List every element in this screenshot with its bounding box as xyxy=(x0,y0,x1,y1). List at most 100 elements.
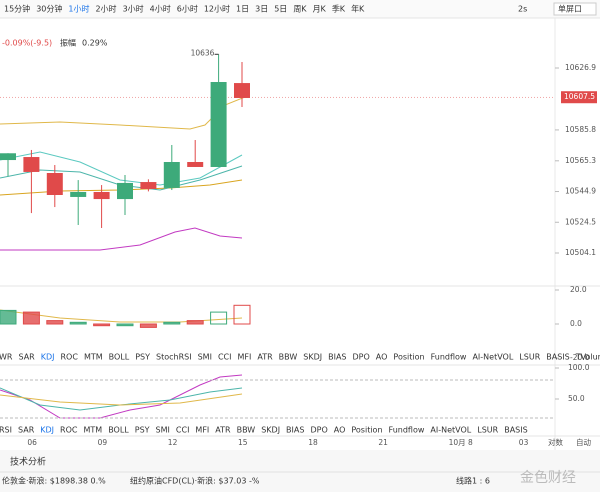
time-label: 12 xyxy=(168,438,178,447)
volume-bar xyxy=(139,323,157,328)
volume-tick-label: 0.0 xyxy=(570,319,582,328)
indicator-tab[interactable]: AI-NetVOL xyxy=(430,426,471,435)
price-tick-label: 10626.9 xyxy=(565,63,596,72)
time-label: 18 xyxy=(308,438,318,447)
interval[interactable]: 3日 xyxy=(255,5,268,14)
amplitude: 0.29% xyxy=(82,39,108,48)
indicator-tab[interactable]: SKDJ xyxy=(261,426,280,435)
indicator-tab[interactable]: WR xyxy=(0,353,13,362)
indicator-tab[interactable]: SAR xyxy=(18,353,35,362)
interval[interactable]: 年K xyxy=(351,4,365,14)
indicator-tab[interactable]: Position xyxy=(351,426,382,435)
volume-bar xyxy=(69,321,87,325)
indicator-tab[interactable]: BOLL xyxy=(109,353,130,362)
indicator-tab[interactable]: ROC xyxy=(61,353,79,362)
interval[interactable]: 月K xyxy=(313,5,327,14)
indicator-tab[interactable]: MFI xyxy=(237,353,251,362)
volume-tick-label: -20.0 xyxy=(570,353,590,362)
indicator-tab[interactable]: RSI xyxy=(0,426,12,435)
candle-body xyxy=(234,83,250,98)
indicator-tab[interactable]: BIAS xyxy=(286,426,304,435)
price-tick-label: 10544.9 xyxy=(565,187,596,196)
indicator-tab[interactable]: SKDJ xyxy=(303,353,322,362)
indicator-tab[interactable]: ATR xyxy=(257,353,273,362)
candle-body xyxy=(210,82,227,167)
interval[interactable]: 15分钟 xyxy=(4,4,30,14)
tab[interactable]: 技术分析 xyxy=(10,456,46,468)
indicator-tab[interactable]: BASIS xyxy=(504,426,527,435)
candle-body xyxy=(70,191,87,197)
candle-body xyxy=(23,157,40,172)
volume-bar xyxy=(186,320,204,325)
price-tick-label: 10504.1 xyxy=(565,248,596,257)
indicator-tab[interactable]: BASIS xyxy=(546,353,569,362)
watermark: 金色财经 xyxy=(520,469,576,486)
interval[interactable]: 4小时 xyxy=(150,4,171,14)
indicator-tab[interactable]: AI-NetVOL xyxy=(472,353,513,362)
indicator-tab[interactable]: TVolume xyxy=(575,353,600,362)
volume-bar xyxy=(210,311,228,325)
price-tick-label: 10524.5 xyxy=(565,217,596,226)
indicator-tab[interactable]: Position xyxy=(393,353,424,362)
interval[interactable]: 5日 xyxy=(274,5,287,14)
ticker: 伦敦金·新浪: $1898.38 0.% xyxy=(2,476,106,486)
ticker: 纽约原油CFD(CL)·新浪: $37.03 -% xyxy=(130,476,260,486)
indicator-tab[interactable]: BOLL xyxy=(108,426,129,435)
indicator-tab[interactable]: Fundflow xyxy=(389,426,425,435)
indicator-tab[interactable]: SAR xyxy=(18,426,35,435)
indicator-tab[interactable]: LSUR xyxy=(477,426,498,435)
interval[interactable]: 30分钟 xyxy=(36,4,62,14)
indicator-tab[interactable]: PSY xyxy=(135,426,150,435)
interval[interactable]: 周K xyxy=(293,5,307,14)
price-tick-label: 10585.8 xyxy=(565,125,596,134)
indicator-tab[interactable]: CCI xyxy=(176,426,190,435)
indicator-tab[interactable]: KDJ xyxy=(40,426,54,435)
layout-select[interactable] xyxy=(553,2,597,16)
last-price: 10607.5 xyxy=(564,92,595,101)
indicator-tab[interactable]: BBW xyxy=(279,353,298,362)
indicator-tab[interactable]: SMI xyxy=(198,353,212,362)
last-price-box xyxy=(561,91,597,104)
indicator-tab[interactable]: CCI xyxy=(218,353,232,362)
volume-bar xyxy=(0,309,17,325)
indicator-tab[interactable]: KDJ xyxy=(41,353,55,362)
indicator-tab[interactable]: Fundflow xyxy=(431,353,467,362)
refresh[interactable]: 2s xyxy=(518,5,527,14)
indicator-tab[interactable]: MFI xyxy=(195,426,209,435)
indicator-tab[interactable]: MTM xyxy=(84,353,103,362)
indicator-tab[interactable]: AO xyxy=(376,353,388,362)
ma-line xyxy=(0,96,246,130)
scale-option[interactable]: 对数 xyxy=(548,437,563,447)
indicator-tab[interactable]: ROC xyxy=(60,426,78,435)
interval[interactable]: 3小时 xyxy=(123,4,144,14)
candle-body xyxy=(0,153,16,161)
indicator-tab[interactable]: AO xyxy=(334,426,346,435)
indicator-tab[interactable]: SMI xyxy=(156,426,170,435)
osc-tick-label: 100.0 xyxy=(568,363,590,372)
indicator-tab[interactable]: BBW xyxy=(237,426,256,435)
indicator-tab[interactable]: LSUR xyxy=(519,353,540,362)
indicator-tab[interactable]: DPO xyxy=(353,353,370,362)
indicator-tab[interactable]: ATR xyxy=(215,426,231,435)
interval[interactable]: 季K xyxy=(332,4,346,14)
scale-option[interactable]: 自动 xyxy=(576,437,591,447)
high-label: 10636 xyxy=(191,48,215,57)
indicator-tab[interactable]: StochRSI xyxy=(156,353,192,362)
interval[interactable]: 1小时 xyxy=(68,4,89,14)
volume-bar xyxy=(22,311,40,325)
interval[interactable]: 12小时 xyxy=(204,4,230,14)
osc-line xyxy=(0,374,243,419)
candle-body xyxy=(163,162,180,188)
osc-tick-label: 50.0 xyxy=(568,394,585,403)
candle-body xyxy=(46,173,63,195)
indicator-tab[interactable]: BIAS xyxy=(328,353,346,362)
interval[interactable]: 2小时 xyxy=(95,4,116,14)
indicator-tab[interactable]: MTM xyxy=(83,426,102,435)
time-label: 10月 8 xyxy=(449,438,473,447)
indicator-tab[interactable]: DPO xyxy=(310,426,327,435)
indicator-tab[interactable]: PSY xyxy=(135,353,150,362)
layout[interactable]: 单屏口 xyxy=(558,4,582,14)
interval[interactable]: 1日 xyxy=(236,5,249,14)
interval[interactable]: 6小时 xyxy=(177,4,198,14)
